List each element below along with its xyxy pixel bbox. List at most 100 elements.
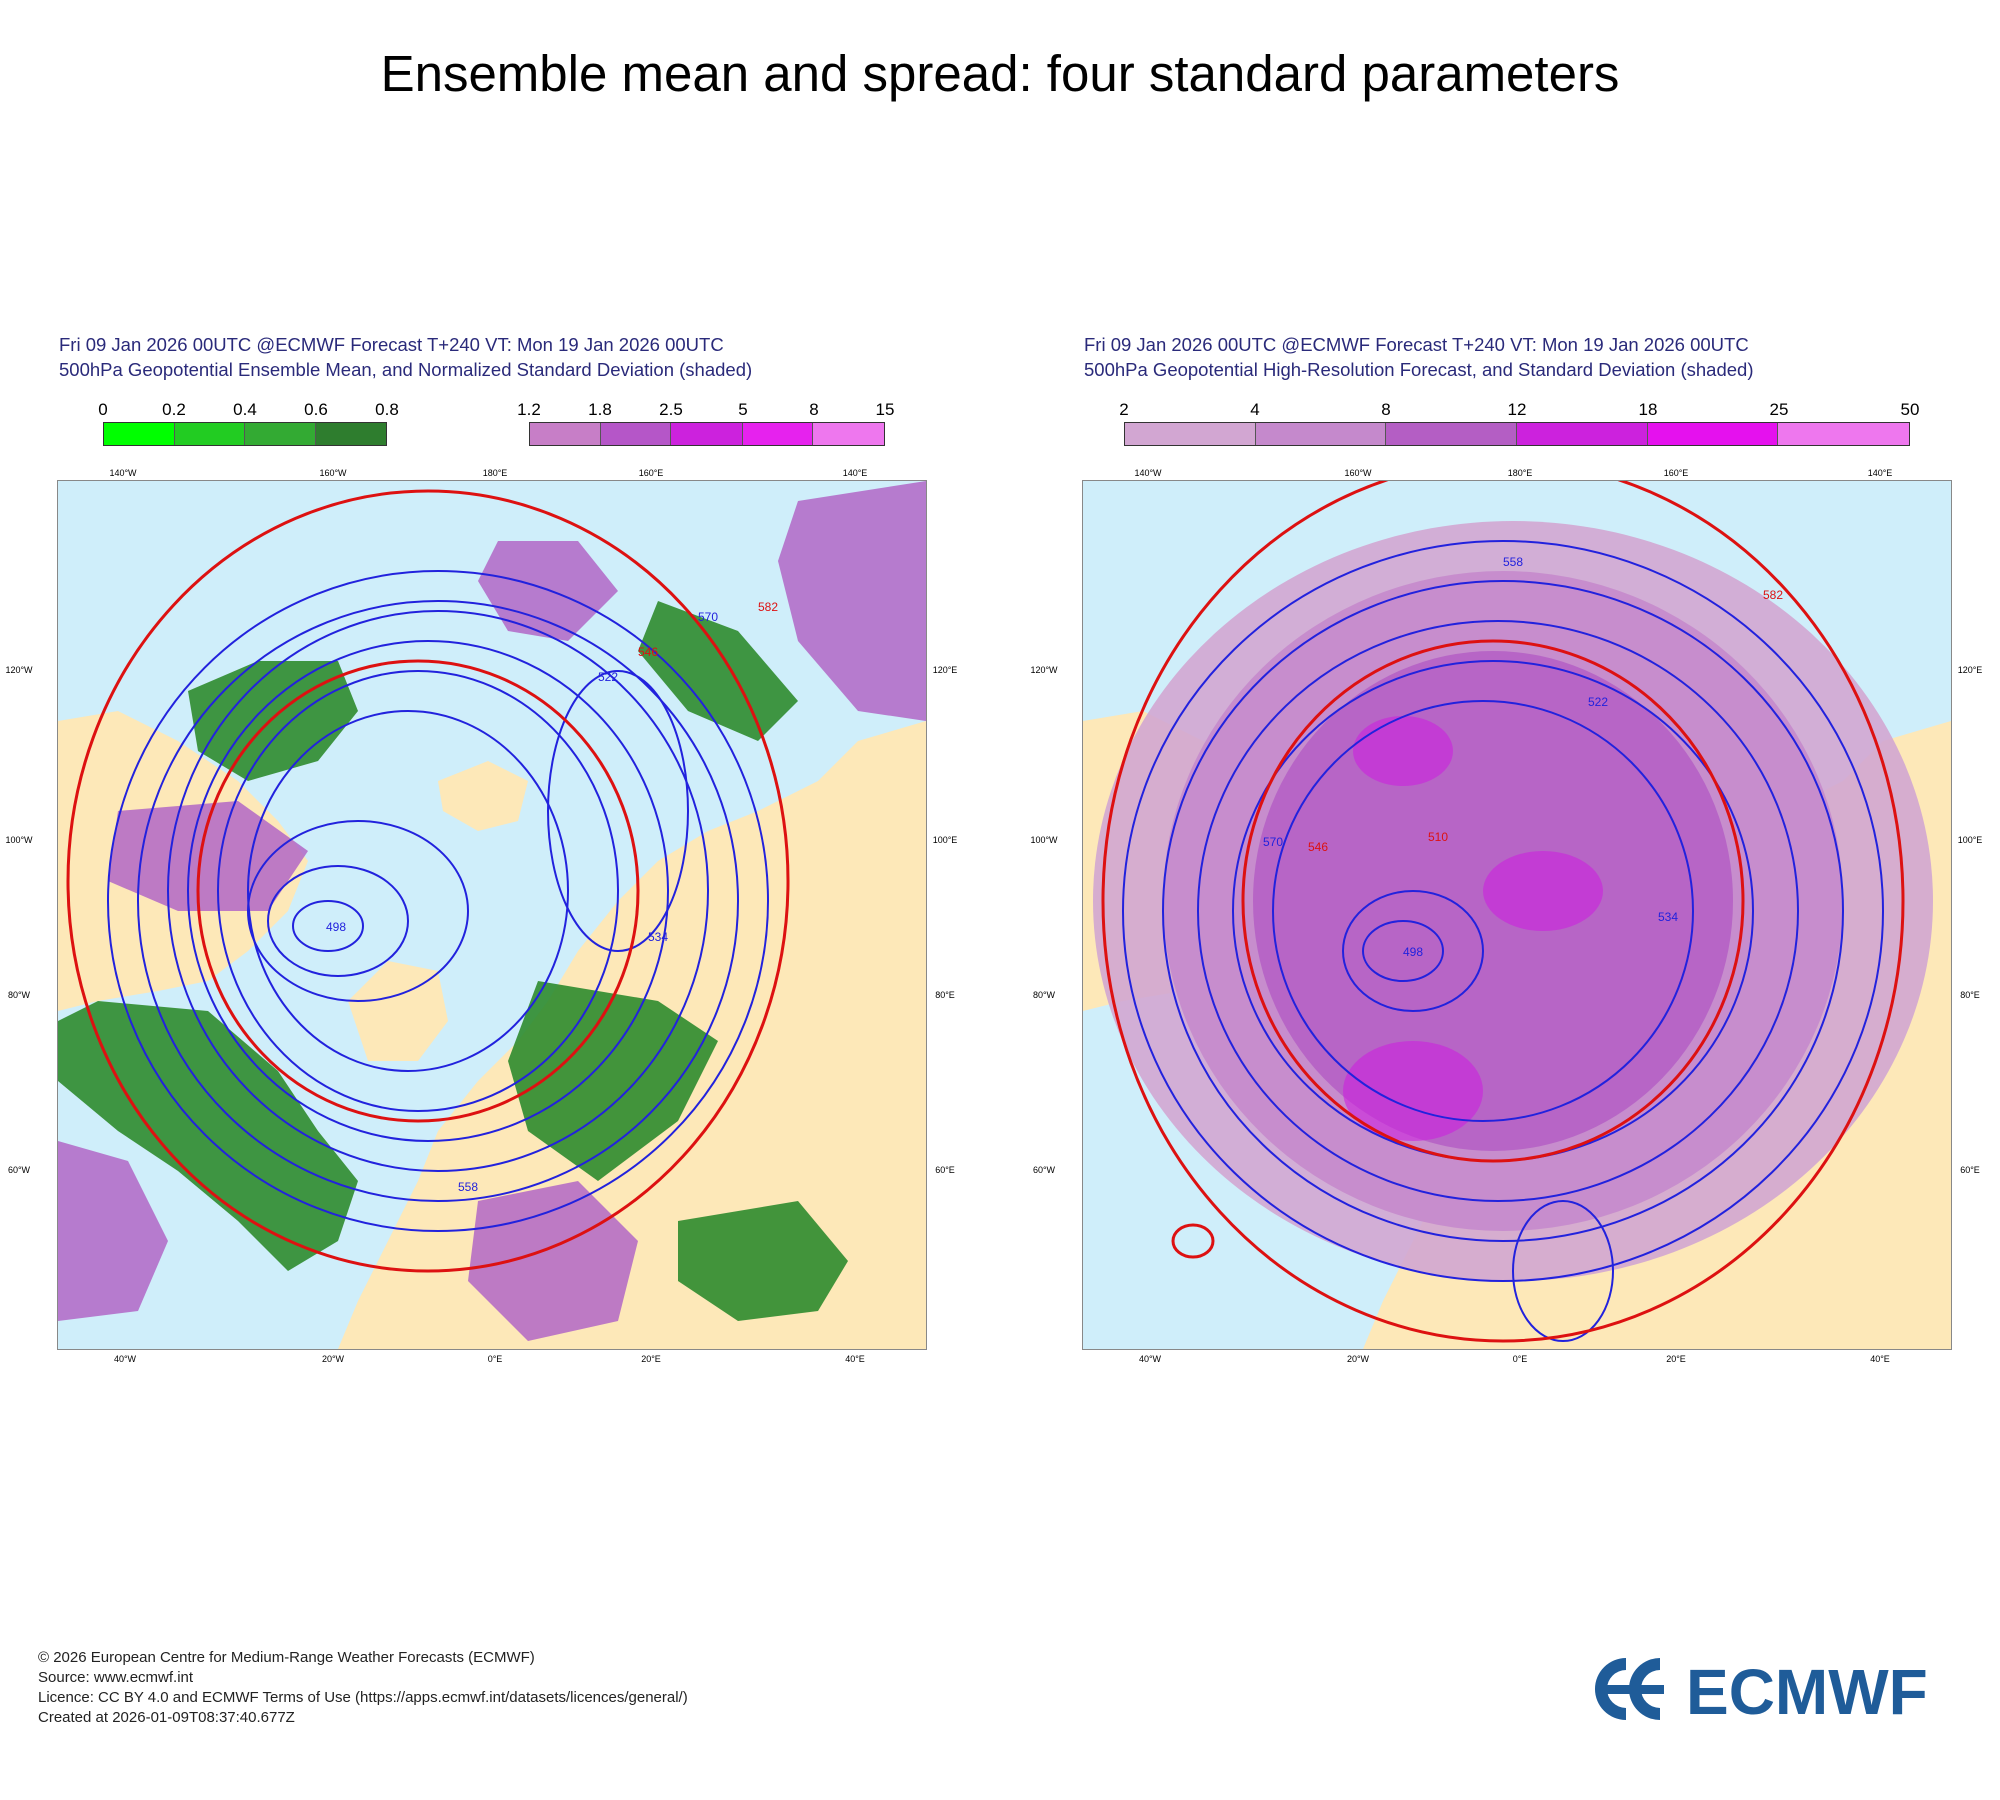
height-contour <box>547 670 689 952</box>
lon-label-top: 140°E <box>1867 468 1893 478</box>
colorbar-cell <box>315 423 386 445</box>
footer: © 2026 European Centre for Medium-Range … <box>38 1648 688 1728</box>
colorbar-tick: 15 <box>875 400 895 419</box>
map-graphic: 498 522 534 546 558 570 582 <box>58 481 926 1349</box>
ensemble-mean-panel: Fri 09 Jan 2026 00UTC @ECMWF Forecast T+… <box>5 330 958 1380</box>
lon-label-bottom: 20°W <box>321 1354 345 1364</box>
lon-label-bottom: 20°E <box>1666 1354 1686 1364</box>
lon-label-right: 80°E <box>1960 990 1980 1000</box>
colorbar-cell <box>245 423 316 445</box>
colorbar-tick: 8 <box>809 400 819 419</box>
colorbar-tick: 1.8 <box>588 400 612 419</box>
colorbar-tick: 2 <box>1119 400 1129 419</box>
lon-label-right: 100°E <box>1957 835 1983 845</box>
contour-label: 582 <box>758 600 778 614</box>
lon-label-left: 100°W <box>5 835 33 845</box>
colorbar-tick: 1.2 <box>517 400 541 419</box>
height-contour <box>137 600 739 1202</box>
height-contour <box>1362 920 1444 982</box>
spread-shading-level4 <box>1483 851 1603 931</box>
contour-label: 522 <box>1588 695 1608 709</box>
copyright-text: © 2026 European Centre for Medium-Range … <box>38 1649 535 1666</box>
lon-label-left: 120°W <box>1030 665 1058 675</box>
lon-label-bottom: 20°W <box>1346 1354 1370 1364</box>
colorbar-tick: 2.5 <box>659 400 683 419</box>
contour-label: 510 <box>1428 830 1448 844</box>
ecmwf-logo: ECMWF <box>1594 1656 1928 1727</box>
contour-label: 498 <box>1403 945 1423 959</box>
colorbar-tick: 5 <box>738 400 748 419</box>
height-contour <box>1272 700 1694 1122</box>
hres-spread-panel: Fri 09 Jan 2026 00UTC @ECMWF Forecast T+… <box>1030 330 1983 1380</box>
colorbar-tick: 0 <box>98 400 108 419</box>
colorbar-tick: 18 <box>1638 400 1658 419</box>
lon-label-bottom: 40°W <box>1138 1354 1162 1364</box>
lon-label-bottom: 0°E <box>487 1354 503 1364</box>
colorbar-cell <box>742 423 814 445</box>
spread-shading-green <box>188 661 358 781</box>
contour-label: 522 <box>598 670 618 684</box>
colorbar-tick: 12 <box>1507 400 1527 419</box>
colorbar-tick: 50 <box>1900 400 1920 419</box>
height-contour <box>167 610 709 1172</box>
licence-text: Licence: CC BY 4.0 and ECMWF Terms of Us… <box>38 1689 688 1706</box>
lon-label-right: 120°E <box>932 665 958 675</box>
panel-title-line1: Fri 09 Jan 2026 00UTC @ECMWF Forecast T+… <box>1084 334 1749 355</box>
colorbar-cell <box>1255 423 1387 445</box>
height-contour <box>1162 580 1844 1242</box>
height-contour <box>187 640 669 1142</box>
colorbar-cell <box>174 423 245 445</box>
colorbar-normalized-low: 0 0.2 0.4 0.6 0.8 <box>98 400 399 446</box>
panel-title-line2: 500hPa Geopotential High-Resolution Fore… <box>1084 359 1754 380</box>
height-contour <box>1122 540 1884 1282</box>
landmass-greenland <box>348 961 448 1061</box>
lon-label-left: 60°W <box>7 1165 31 1175</box>
spread-shading-green <box>638 601 798 741</box>
contour-label: 534 <box>1658 910 1678 924</box>
source-link[interactable]: Source: www.ecmwf.int <box>38 1669 194 1686</box>
colorbar-cell <box>813 423 885 445</box>
contour-label: 570 <box>698 610 718 624</box>
height-contour-red <box>1101 481 1905 1343</box>
lon-label-top: 140°W <box>109 468 137 478</box>
lon-label-right: 80°E <box>935 990 955 1000</box>
lon-label-right: 100°E <box>932 835 958 845</box>
lon-label-bottom: 40°E <box>845 1354 865 1364</box>
colorbar-tick: 0.6 <box>304 400 328 419</box>
contour-group-blue <box>107 570 769 1232</box>
height-contour-red <box>1241 639 1745 1163</box>
colorbar-cell <box>1647 423 1779 445</box>
colorbar-tick: 0.2 <box>162 400 186 419</box>
lon-label-top: 160°E <box>638 468 664 478</box>
colorbar-tick: 4 <box>1250 400 1260 419</box>
ecmwf-logo-icon <box>1594 1658 1664 1720</box>
spread-shading-level4 <box>1353 716 1453 786</box>
spread-shading-level4 <box>1343 1041 1483 1141</box>
contour-group-red <box>1101 481 1905 1343</box>
colorbar-normalized-high: 1.2 1.8 2.5 5 8 15 <box>517 400 894 446</box>
contour-label: 558 <box>1503 555 1523 569</box>
contour-label: 498 <box>326 920 346 934</box>
panel-title-line1: Fri 09 Jan 2026 00UTC @ECMWF Forecast T+… <box>59 334 724 355</box>
map-graphic: 498 510 522 534 546 558 570 582 <box>1083 481 1951 1349</box>
colorbar-tick: 0.4 <box>233 400 257 419</box>
colorbar-cell <box>104 423 175 445</box>
lon-label-bottom: 40°W <box>113 1354 137 1364</box>
height-contour <box>107 570 769 1232</box>
height-contour <box>292 900 364 952</box>
colorbar-cell <box>1125 423 1256 445</box>
hres-spread-map: 498 510 522 534 546 558 570 582 <box>1082 480 1952 1350</box>
ecmwf-logo-text: ECMWF <box>1686 1656 1928 1727</box>
lon-label-right: 60°E <box>935 1165 955 1175</box>
lon-label-top: 180°E <box>482 468 508 478</box>
lon-label-left: 60°W <box>1032 1165 1056 1175</box>
lon-label-top: 180°E <box>1507 468 1533 478</box>
lon-label-top: 140°W <box>1134 468 1162 478</box>
spread-shading-purple <box>478 541 618 641</box>
lon-label-top: 160°W <box>319 468 347 478</box>
contour-label: 546 <box>638 645 658 659</box>
spread-shading-green <box>508 981 718 1181</box>
colorbar-cell <box>530 423 601 445</box>
colorbar-cell <box>600 423 672 445</box>
spread-shading-purple <box>468 1181 638 1341</box>
